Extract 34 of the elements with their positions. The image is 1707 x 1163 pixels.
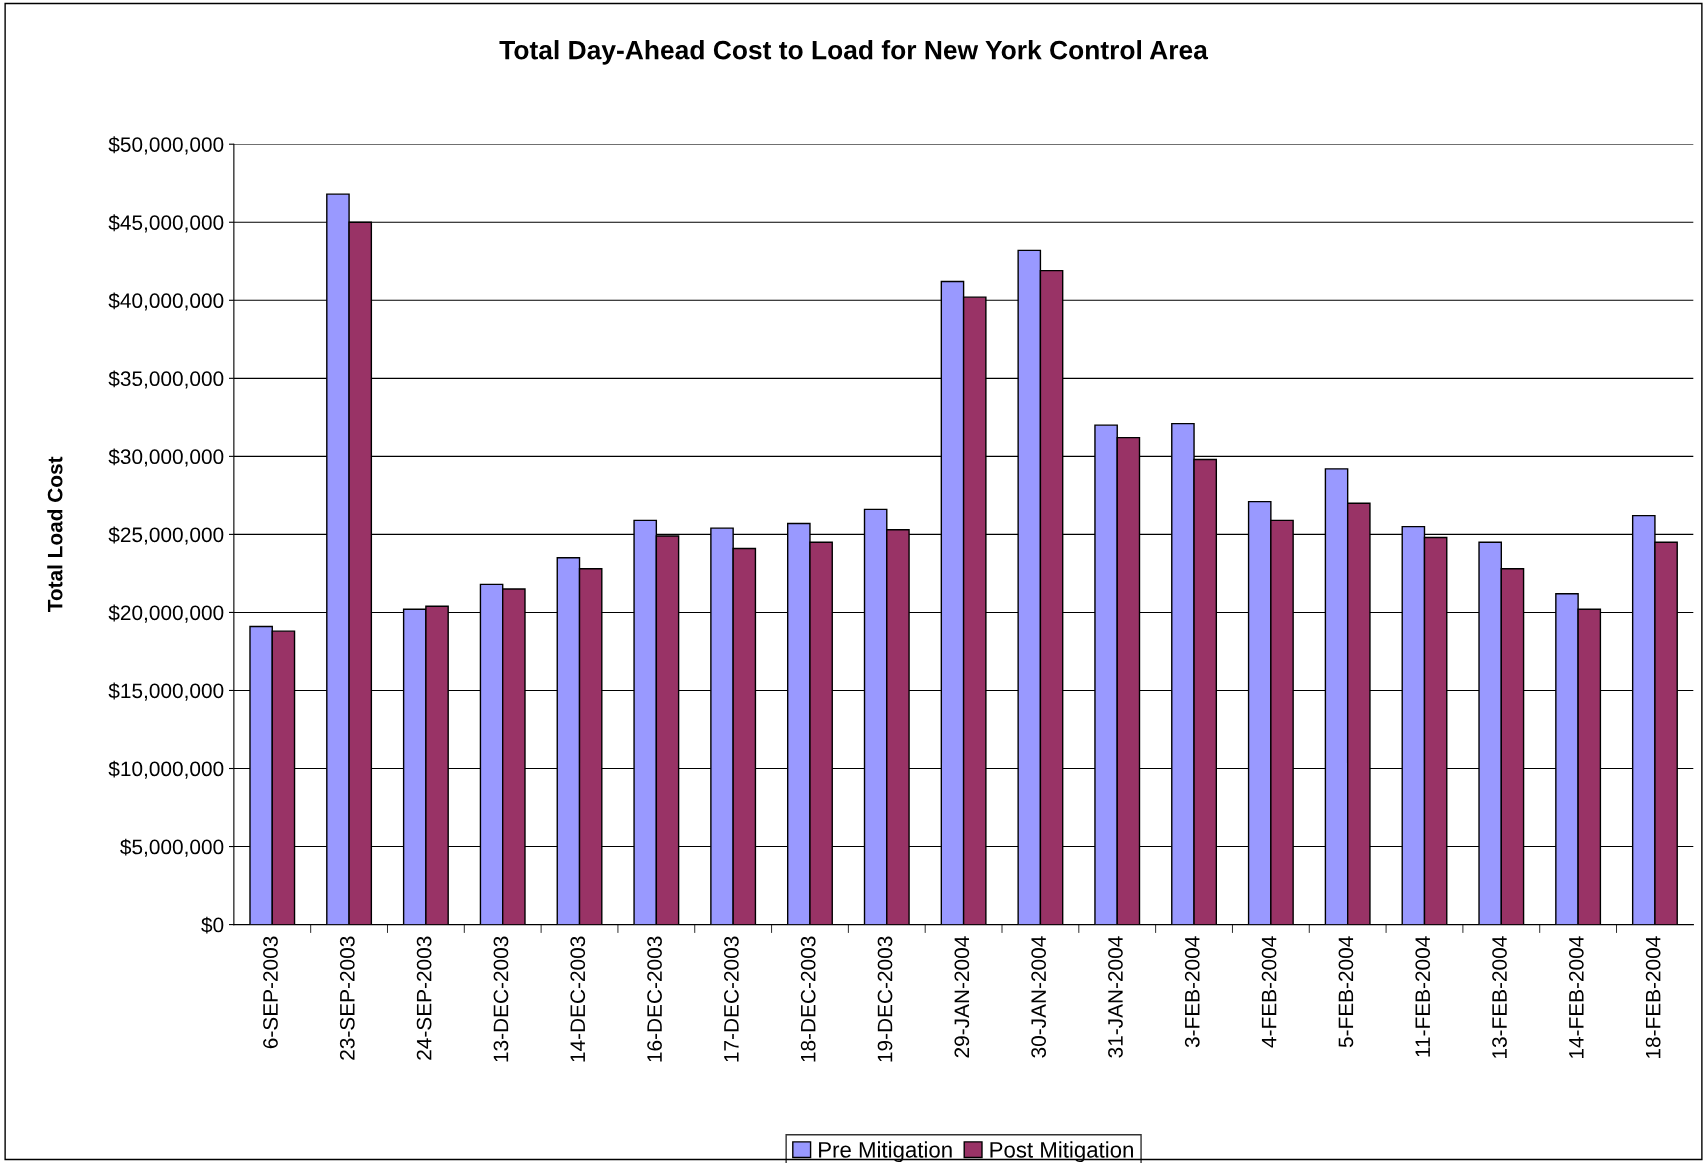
y-tick-label: $50,000,000 <box>108 136 224 155</box>
y-tick-label: $35,000,000 <box>108 370 224 389</box>
x-tick-label: 13-DEC-2003 <box>493 936 509 1062</box>
y-tick-label: $10,000,000 <box>108 760 224 779</box>
x-tick-label: 29-JAN-2004 <box>954 936 970 1058</box>
x-tick-label: 23-SEP-2003 <box>339 936 355 1060</box>
x-tick-label: 6-SEP-2003 <box>263 936 278 1049</box>
x-tick-label: 24-SEP-2003 <box>416 936 432 1060</box>
x-tick-label: 13-FEB-2004 <box>1492 936 1507 1059</box>
legend-label: Pre Mitigation <box>819 1141 952 1163</box>
y-tick-label: $40,000,000 <box>108 292 224 311</box>
x-tick-label: 11-FEB-2004 <box>1415 936 1431 1057</box>
y-tick-label: $15,000,000 <box>108 682 224 701</box>
x-tick-label: 4-FEB-2004 <box>1261 936 1277 1048</box>
x-tick-label: 30-JAN-2004 <box>1031 936 1047 1058</box>
y-tick-label: $0 <box>201 916 224 934</box>
x-tick-label: 18-FEB-2004 <box>1645 936 1661 1059</box>
y-axis-title: Total Load Cost <box>47 456 63 613</box>
x-tick-label: 3-FEB-2004 <box>1184 936 1200 1048</box>
x-tick-label: 18-DEC-2003 <box>800 936 816 1062</box>
x-tick-label: 19-DEC-2003 <box>877 936 893 1062</box>
y-tick-label: $30,000,000 <box>108 448 224 467</box>
y-tick-label: $20,000,000 <box>108 604 224 623</box>
x-tick-label: 16-DEC-2003 <box>647 936 662 1062</box>
chart-title: Total Day-Ahead Cost to Load for New York Control Area <box>499 40 1209 65</box>
y-tick-label: $45,000,000 <box>108 214 224 233</box>
y-tick-label: $25,000,000 <box>108 526 224 545</box>
x-tick-label: 31-JAN-2004 <box>1108 936 1123 1058</box>
x-tick-label: 14-DEC-2003 <box>570 936 586 1062</box>
x-tick-label: 5-FEB-2004 <box>1338 936 1354 1048</box>
x-tick-label: 14-FEB-2004 <box>1568 936 1584 1059</box>
x-tick-label: 17-DEC-2003 <box>724 936 739 1062</box>
legend-label: Post Mitigation <box>990 1141 1133 1163</box>
y-tick-label: $5,000,000 <box>120 838 224 857</box>
